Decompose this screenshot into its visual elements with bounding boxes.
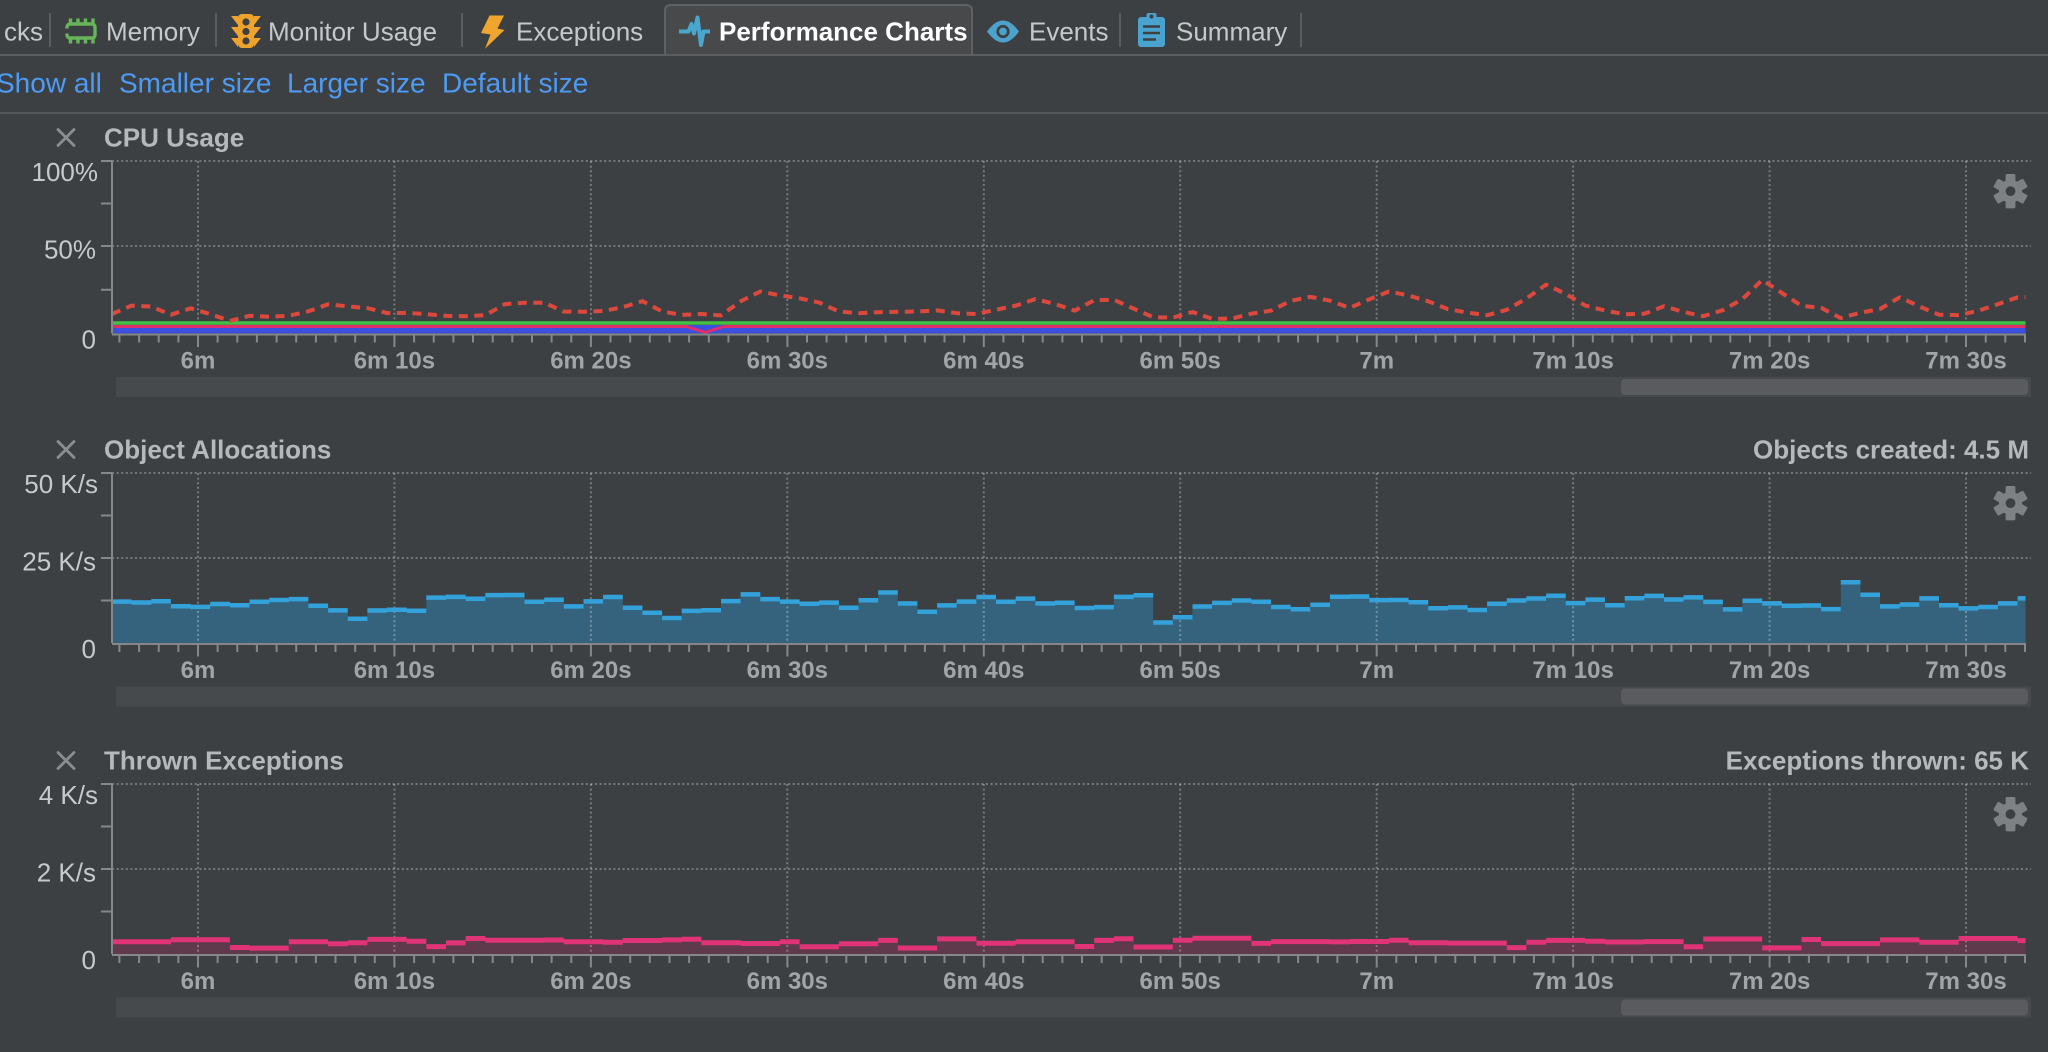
svg-text:6m 20s: 6m 20s xyxy=(550,657,631,684)
svg-text:6m 40s: 6m 40s xyxy=(943,968,1024,995)
svg-text:7m 20s: 7m 20s xyxy=(1729,657,1810,684)
svg-text:7m: 7m xyxy=(1359,348,1394,375)
svg-text:7m 10s: 7m 10s xyxy=(1532,348,1613,375)
svg-text:7m 20s: 7m 20s xyxy=(1729,968,1810,995)
svg-text:50%: 50% xyxy=(44,235,96,265)
svg-text:7m 30s: 7m 30s xyxy=(1925,348,2006,375)
svg-text:Smaller size: Smaller size xyxy=(119,68,271,99)
svg-text:Objects created: 4.5 M: Objects created: 4.5 M xyxy=(1753,434,2029,464)
svg-text:6m 20s: 6m 20s xyxy=(550,968,631,995)
svg-text:Events: Events xyxy=(1029,17,1109,47)
svg-text:7m 10s: 7m 10s xyxy=(1532,657,1613,684)
svg-text:6m 20s: 6m 20s xyxy=(550,348,631,375)
svg-text:Larger size: Larger size xyxy=(287,68,426,99)
svg-text:6m 50s: 6m 50s xyxy=(1139,348,1220,375)
svg-text:25 K/s: 25 K/s xyxy=(22,547,96,577)
svg-text:Object Allocations: Object Allocations xyxy=(104,434,331,464)
svg-text:6m 30s: 6m 30s xyxy=(747,968,828,995)
svg-text:Default size: Default size xyxy=(442,68,588,99)
svg-text:6m: 6m xyxy=(181,968,216,995)
svg-text:7m: 7m xyxy=(1359,657,1394,684)
svg-text:50 K/s: 50 K/s xyxy=(24,469,98,499)
svg-text:6m 50s: 6m 50s xyxy=(1139,968,1220,995)
svg-text:6m 30s: 6m 30s xyxy=(747,657,828,684)
svg-text:0: 0 xyxy=(82,634,96,664)
svg-text:6m 10s: 6m 10s xyxy=(354,968,435,995)
svg-text:0: 0 xyxy=(82,325,96,355)
svg-text:Show all: Show all xyxy=(0,68,102,99)
svg-text:6m 40s: 6m 40s xyxy=(943,657,1024,684)
svg-text:7m 30s: 7m 30s xyxy=(1925,968,2006,995)
svg-text:7m 10s: 7m 10s xyxy=(1532,968,1613,995)
svg-text:Monitor Usage: Monitor Usage xyxy=(268,17,437,47)
svg-text:100%: 100% xyxy=(32,157,99,187)
svg-text:Summary: Summary xyxy=(1176,17,1287,47)
svg-text:Thrown Exceptions: Thrown Exceptions xyxy=(104,745,344,775)
svg-text:Exceptions thrown: 65 K: Exceptions thrown: 65 K xyxy=(1726,745,2030,775)
svg-text:cks: cks xyxy=(4,17,43,47)
svg-text:Exceptions: Exceptions xyxy=(516,17,643,47)
svg-text:7m 20s: 7m 20s xyxy=(1729,348,1810,375)
svg-text:6m: 6m xyxy=(181,657,216,684)
svg-text:7m: 7m xyxy=(1359,968,1394,995)
svg-text:4 K/s: 4 K/s xyxy=(39,780,98,810)
svg-text:7m 30s: 7m 30s xyxy=(1925,657,2006,684)
svg-text:6m 10s: 6m 10s xyxy=(354,657,435,684)
svg-text:2 K/s: 2 K/s xyxy=(37,858,96,888)
svg-text:6m 40s: 6m 40s xyxy=(943,348,1024,375)
svg-text:6m 10s: 6m 10s xyxy=(354,348,435,375)
svg-text:6m: 6m xyxy=(181,348,216,375)
svg-text:0: 0 xyxy=(82,945,96,975)
svg-text:6m 50s: 6m 50s xyxy=(1139,657,1220,684)
svg-text:Performance Charts: Performance Charts xyxy=(719,17,968,47)
svg-text:CPU Usage: CPU Usage xyxy=(104,122,244,152)
svg-text:Memory: Memory xyxy=(106,17,200,47)
svg-text:6m 30s: 6m 30s xyxy=(747,348,828,375)
